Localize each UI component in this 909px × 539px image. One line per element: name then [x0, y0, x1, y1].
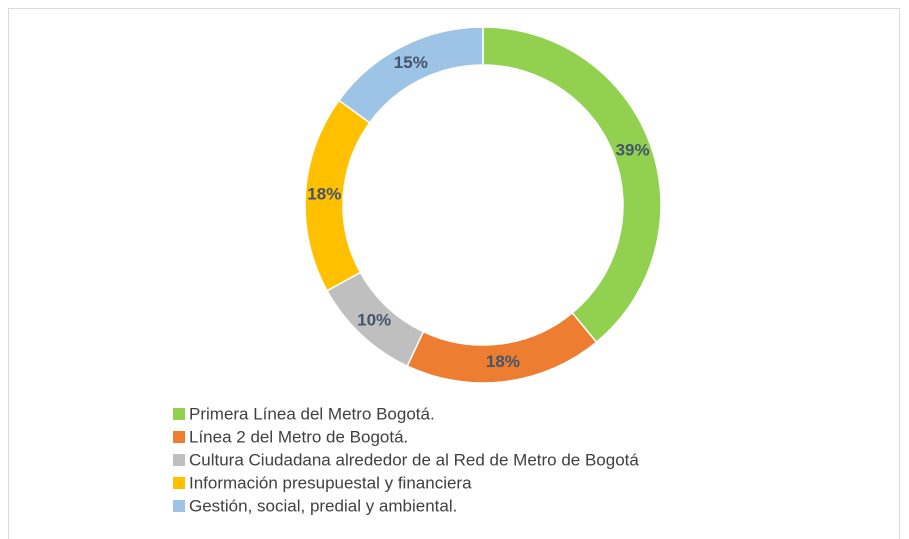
legend-label: Línea 2 del Metro de Bogotá. [189, 427, 408, 446]
legend-swatch [173, 477, 185, 489]
legend-swatch [173, 408, 185, 420]
legend-swatch [173, 500, 185, 512]
legend-swatch [173, 454, 185, 466]
data-label: 10% [357, 310, 391, 329]
legend-label: Cultura Ciudadana alrededor de al Red de… [189, 450, 639, 469]
data-label: 15% [394, 53, 428, 72]
data-label: 39% [616, 141, 650, 160]
data-label: 18% [486, 352, 520, 371]
chart-border [8, 8, 900, 539]
donut-segment [337, 26, 484, 124]
legend-label: Información presupuestal y financiera [189, 473, 472, 492]
legend-label: Gestión, social, predial y ambiental. [189, 496, 457, 515]
legend-label: Primera Línea del Metro Bogotá. [189, 404, 435, 423]
legend-swatch [173, 431, 185, 443]
data-label: 18% [307, 185, 341, 204]
donut-segment [482, 26, 662, 344]
